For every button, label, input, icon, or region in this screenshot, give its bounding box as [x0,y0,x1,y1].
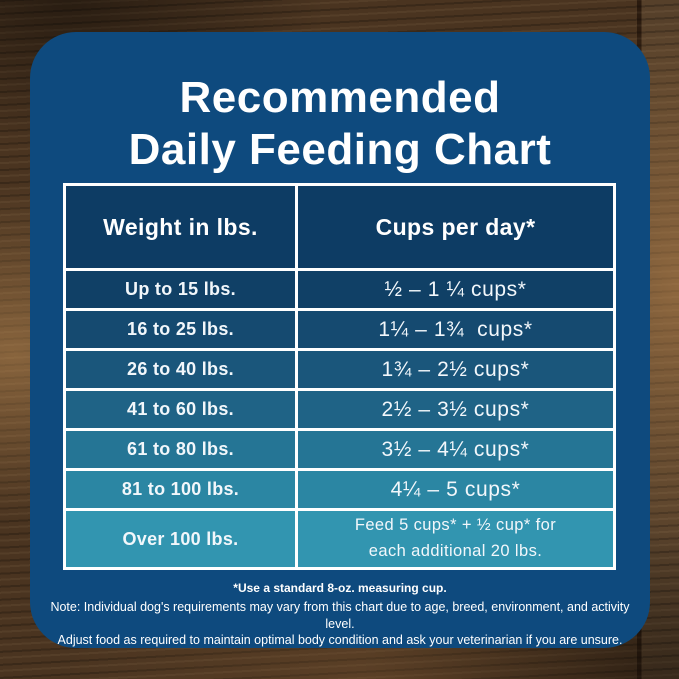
header-weight: Weight in lbs. [66,186,295,268]
cups-cell: Feed 5 cups* + ½ cup* for each additiona… [298,511,613,567]
weight-cell: 26 to 40 lbs. [66,351,295,388]
table-row: Over 100 lbs. Feed 5 cups* + ½ cup* for … [66,511,613,567]
table-row: Up to 15 lbs. ½ – 1 ¼ cups* [66,271,613,308]
cups-cell-line-1: Feed 5 cups* + ½ cup* for [354,516,557,535]
weight-cell: 16 to 25 lbs. [66,311,295,348]
table-row: 81 to 100 lbs. 4¼ – 5 cups* [66,471,613,508]
table-row: 61 to 80 lbs. 3½ – 4¼ cups* [66,431,613,468]
table-header-row: Weight in lbs. Cups per day* [66,186,613,268]
table-row: 26 to 40 lbs. 1¾ – 2½ cups* [66,351,613,388]
feeding-table: Weight in lbs. Cups per day* Up to 15 lb… [63,183,616,570]
title-line-2: Daily Feeding Chart [128,124,552,174]
page-title: Recommended Daily Feeding Chart [30,72,650,176]
title-line-1: Recommended [179,73,501,122]
weight-cell: 61 to 80 lbs. [66,431,295,468]
footer-notes: *Use a standard 8-oz. measuring cup. Not… [50,581,630,649]
table-row: 16 to 25 lbs. 1¼ – 1¾ cups* [66,311,613,348]
weight-cell: Over 100 lbs. [66,511,295,567]
measuring-cup-note: *Use a standard 8-oz. measuring cup. [233,581,447,595]
cups-cell: 1¼ – 1¾ cups* [298,311,613,348]
cups-cell: 1¾ – 2½ cups* [298,351,613,388]
disclaimer-line-2: Adjust food as required to maintain opti… [57,633,623,647]
header-cups: Cups per day* [298,186,613,268]
cups-cell: 2½ – 3½ cups* [298,391,613,428]
cups-cell-line-2: each additional 20 lbs. [368,542,543,560]
feeding-chart-card: Recommended Daily Feeding Chart Weight i… [30,32,650,648]
disclaimer-line-1: Note: Individual dog's requirements may … [50,600,630,631]
cups-cell: 3½ – 4¼ cups* [298,431,613,468]
weight-cell: 81 to 100 lbs. [66,471,295,508]
weight-cell: Up to 15 lbs. [66,271,295,308]
table-row: 41 to 60 lbs. 2½ – 3½ cups* [66,391,613,428]
cups-cell: 4¼ – 5 cups* [298,471,613,508]
weight-cell: 41 to 60 lbs. [66,391,295,428]
cups-cell: ½ – 1 ¼ cups* [298,271,613,308]
